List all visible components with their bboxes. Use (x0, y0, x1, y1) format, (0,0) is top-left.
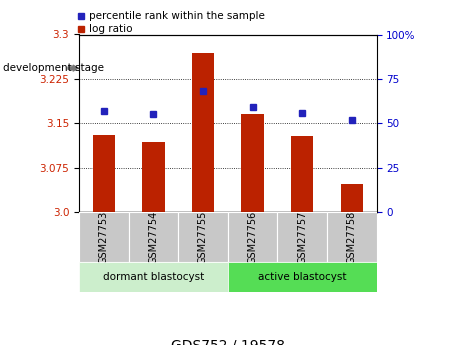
Text: GDS752 / 19578: GDS752 / 19578 (171, 338, 285, 345)
Bar (291, 136, 313, 212)
Bar (327, 212, 377, 262)
Text: log ratio: log ratio (89, 24, 133, 34)
Text: active blastocyst: active blastocyst (258, 272, 346, 282)
Bar (79, 212, 129, 262)
Text: GSM27754: GSM27754 (148, 210, 158, 264)
Text: GSM27756: GSM27756 (248, 210, 258, 264)
Text: GSM27757: GSM27757 (297, 210, 307, 264)
Bar (178, 212, 228, 262)
Bar (92, 135, 115, 212)
Text: GSM27758: GSM27758 (347, 210, 357, 264)
Text: development stage: development stage (3, 63, 104, 73)
Bar (79, 262, 228, 292)
Bar (228, 262, 377, 292)
Bar (192, 53, 214, 212)
Bar (241, 115, 264, 212)
Bar (142, 142, 165, 212)
Bar (277, 212, 327, 262)
Text: GSM27755: GSM27755 (198, 210, 208, 264)
Text: GSM27753: GSM27753 (99, 210, 109, 264)
Bar (129, 212, 178, 262)
Text: dormant blastocyst: dormant blastocyst (103, 272, 204, 282)
Text: percentile rank within the sample: percentile rank within the sample (89, 11, 265, 20)
Bar (228, 212, 277, 262)
Bar (341, 184, 363, 212)
FancyArrow shape (68, 65, 78, 71)
